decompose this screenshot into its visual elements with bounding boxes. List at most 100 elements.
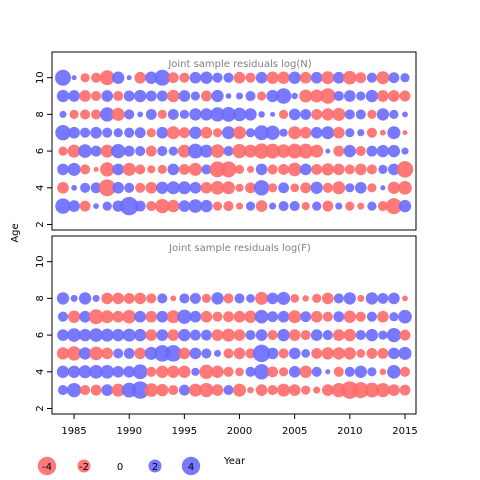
bubble-point (113, 90, 124, 102)
bubble-point (189, 347, 202, 360)
bubble-group (56, 291, 412, 399)
bubble-point (267, 164, 278, 175)
bubble-point (178, 127, 190, 139)
bubble-point (135, 182, 146, 193)
bubble-point (253, 364, 270, 380)
bubble-point (288, 310, 302, 324)
y-tick-label: 8 (35, 111, 46, 117)
bubble-point (244, 310, 257, 323)
bubble-point (112, 328, 125, 342)
bubble-point (300, 330, 311, 341)
bubble-point (287, 143, 303, 159)
bubble-point (388, 72, 400, 84)
bubble-point (321, 292, 334, 305)
bubble-point (191, 367, 200, 376)
bubble-point (254, 125, 270, 141)
bubble-point (90, 126, 102, 139)
bubble-point (156, 90, 168, 102)
bubble-point (234, 293, 245, 304)
bubble-point (389, 312, 399, 322)
bubble-point (167, 89, 180, 103)
bubble-point (209, 161, 226, 178)
bubble-point (265, 143, 281, 159)
bubble-point (310, 310, 323, 323)
bubble-point (288, 329, 301, 341)
bubble-point (123, 145, 135, 157)
bubble-point (257, 91, 267, 101)
bubble-point (377, 347, 389, 359)
bubble-point (278, 201, 289, 212)
bubble-point (146, 128, 156, 138)
bubble-point (178, 365, 191, 378)
bubble-point (322, 330, 333, 341)
bubble-point (223, 293, 234, 304)
bubble-point (387, 144, 401, 158)
bubble-point (56, 365, 70, 378)
bubble-point (377, 292, 389, 304)
bubble-point (134, 127, 146, 139)
bubble-point (343, 347, 356, 360)
bubble-point (57, 163, 69, 176)
bubble-point (156, 383, 169, 397)
bubble-point (311, 366, 322, 377)
panel-title: Joint sample residuals log(F) (168, 243, 311, 254)
bubble-point (387, 181, 401, 194)
bubble-point (111, 383, 125, 397)
bubble-point (90, 182, 102, 194)
bubble-point (111, 143, 126, 159)
bubble-point (300, 311, 312, 323)
bubble-point (235, 367, 244, 377)
bubble-point (288, 108, 301, 121)
bubble-point (134, 71, 147, 84)
bubble-point (299, 126, 312, 139)
bubble-point (225, 93, 232, 99)
bubble-point (55, 198, 71, 214)
bubble-point (134, 200, 146, 212)
bubble-point (311, 108, 323, 120)
bubble-point (212, 128, 223, 138)
bubble-point (67, 162, 81, 176)
bubble-point (232, 126, 247, 140)
bubble-point (355, 146, 366, 157)
panel-frame (51, 235, 417, 415)
bubble-point (343, 310, 356, 323)
bubble-point (200, 71, 213, 84)
bubble-point (344, 366, 355, 377)
bubble-point (146, 201, 157, 212)
bubble-point (155, 198, 170, 214)
bubble-point (101, 384, 114, 396)
bubble-point (300, 108, 312, 120)
bubble-point (378, 330, 388, 340)
bubble-point (80, 127, 91, 138)
bubble-point (147, 165, 156, 174)
bubble-point (321, 163, 334, 176)
bubble-point (268, 183, 278, 193)
bubble-point (253, 180, 270, 196)
bubble-point (167, 163, 180, 176)
bubble-point (200, 108, 213, 121)
bubble-point (233, 310, 246, 323)
bubble-point (223, 201, 234, 212)
bubble-point (277, 71, 290, 84)
bubble-point (178, 90, 191, 102)
bubble-point (352, 382, 369, 399)
bubble-point (345, 201, 355, 211)
bubble-point (154, 69, 171, 86)
bubble-point (126, 75, 132, 81)
bubble-point (123, 292, 135, 304)
bubble-point (255, 329, 268, 341)
bubble-point (56, 89, 70, 103)
bubble-point (223, 348, 234, 359)
bubble-point (221, 181, 236, 195)
y-tick-label: 8 (35, 295, 46, 301)
bubble-point (243, 144, 258, 158)
bubble-point (93, 166, 99, 172)
bubble-point (288, 71, 301, 84)
bubble-point (376, 108, 390, 121)
bubble-point (322, 200, 334, 212)
bubble-point (320, 88, 336, 104)
bubble-point (388, 163, 400, 176)
size-legend: -4 -2 0 2 4 (37, 456, 201, 476)
bubble-point (301, 385, 311, 395)
bubble-point (157, 109, 167, 119)
